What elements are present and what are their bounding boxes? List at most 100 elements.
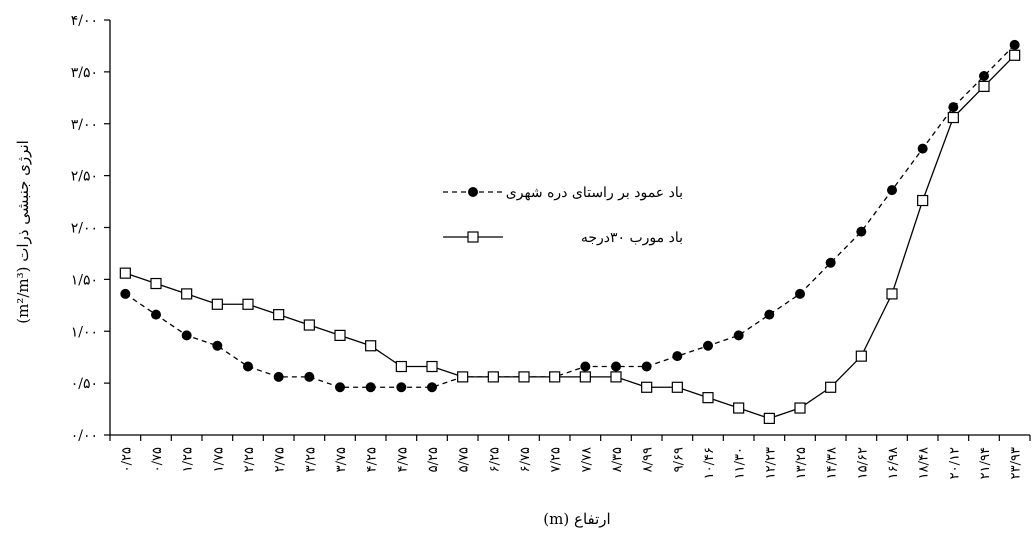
series-2-point (273, 309, 285, 321)
series-2-point (641, 381, 653, 393)
y-axis-label: انرژی جنبشی ذرات (m²/m³) (14, 140, 32, 324)
series-2-point (365, 340, 377, 352)
x-tick-label: ۱۸/۴۸ (917, 447, 932, 479)
series-1-point (672, 351, 683, 362)
x-tick-label: ۸/۹۹ (641, 447, 656, 472)
series-2-point (487, 371, 499, 383)
series-1-point (856, 226, 867, 237)
series-1-point (917, 143, 928, 154)
y-tick-label: ۴/۰۰ (71, 13, 98, 29)
series-2-point (457, 371, 469, 383)
series-2-point (334, 329, 346, 341)
series-2-point (1009, 49, 1021, 61)
series-1-point (273, 371, 284, 382)
x-tick-label: ۴/۲۵ (365, 447, 380, 472)
y-tick-label: ۲/۰۰ (71, 221, 98, 237)
series-1-point (948, 102, 959, 113)
series-2-point (947, 111, 959, 124)
legend-marker-2 (467, 231, 479, 243)
series-2-point (303, 319, 315, 331)
series-1-point (396, 382, 407, 393)
series-2-point (549, 371, 561, 383)
y-tick-label: ۰/۵۰ (71, 376, 98, 392)
y-axis: ۰/۰۰ ۰/۵۰ ۱/۰۰ ۱/۵۰ ۲/۰۰ ۲/۵۰ ۳/۰۰ ۳/۵۰ ۴/۰۰ (71, 13, 111, 444)
series-2-point (702, 392, 714, 404)
series-2-point (211, 298, 223, 310)
x-tick-label: ۱۴/۳۸ (825, 447, 840, 479)
series-2-point (917, 194, 929, 207)
x-tick-label: ۳/۷۵ (334, 447, 349, 472)
x-tick-label: ۱۱/۳۰ (733, 447, 748, 479)
series-1-point (243, 361, 253, 372)
x-tick-label: ۱۶/۹۸ (886, 447, 901, 479)
x-tick-label: ۰/۲۵ (119, 447, 134, 472)
series-1-point (580, 361, 591, 372)
series-1-point (979, 71, 989, 82)
series-2-point (671, 381, 683, 393)
x-tick-label: ۷/۲۵ (549, 447, 564, 472)
series-2-line (125, 54, 1016, 420)
series-2-point (579, 371, 591, 383)
legend: باد عمود بر راستای دره شهری باد مورب ۳۰در… (443, 185, 683, 246)
x-tick-label: ۱۳/۲۵ (794, 447, 809, 479)
plot-series (119, 39, 1021, 424)
series-1-point (427, 382, 437, 393)
legend-marker-1 (468, 187, 478, 197)
series-1-point (335, 382, 345, 393)
series-2-point (733, 402, 745, 414)
series-2-point (763, 412, 775, 424)
series-1-point (887, 185, 897, 196)
series-1-point (764, 309, 775, 320)
legend-label-1: باد عمود بر راستای دره شهری (506, 185, 683, 201)
series-1-point (641, 361, 652, 372)
x-tick-label: ۲/۲۵ (242, 447, 257, 472)
series-1-point (151, 309, 161, 320)
series-1-point (212, 340, 223, 351)
series-1-point (611, 361, 621, 372)
x-tick-label: ۴/۷۵ (395, 447, 410, 472)
series-2-point (855, 350, 867, 362)
series-2-point (119, 267, 131, 279)
series-1-line (124, 44, 1016, 388)
x-tick-label: ۱۵/۶۲ (855, 447, 870, 479)
series-2-point (242, 298, 254, 310)
series-1-point (181, 330, 192, 341)
x-tick-label: ۲۱/۹۴ (978, 447, 993, 479)
x-tick-label: ۹/۶۹ (671, 447, 686, 472)
series-2-point (181, 288, 193, 300)
y-tick-label: ۱/۰۰ (71, 324, 98, 340)
series-2-point (518, 371, 530, 383)
x-tick-label: ۱/۲۵ (181, 447, 196, 472)
x-tick-label: ۵/۷۵ (457, 447, 472, 472)
series-1-point (365, 382, 376, 393)
series-1-point (703, 340, 713, 351)
x-tick-label: ۱۲/۲۳ (763, 447, 778, 479)
series-2-point (978, 80, 990, 93)
legend-label-2: باد مورب ۳۰درجه (581, 230, 683, 246)
y-tick-label: ۲/۵۰ (71, 169, 98, 185)
series-1-point (304, 371, 315, 382)
x-axis-label: ارتفاع (m) (543, 510, 610, 528)
x-tick-label: ۲/۷۵ (273, 447, 288, 472)
series-1-point (733, 330, 744, 341)
x-tick-label: ۱/۷۵ (211, 447, 226, 472)
series-2-point (794, 402, 806, 414)
x-axis: ۰/۲۵ ۰/۷۵ ۱/۲۵ ۱/۷۵ ۲/۲۵ ۲/۷۵ ۳/۲۵ ۳/۷۵ ۴/۲۵ ۴/۷۵… (109, 434, 1031, 479)
y-tick-label: ۱/۵۰ (71, 272, 98, 288)
x-tick-label: ۶/۷۵ (518, 447, 533, 472)
y-tick-label: ۳/۰۰ (71, 117, 98, 133)
series-2-point (426, 360, 438, 373)
x-tick-label: ۲۰/۱۲ (947, 447, 962, 479)
y-tick-label: ۳/۵۰ (71, 65, 98, 81)
series-2-point (886, 288, 898, 300)
x-tick-label: ۶/۲۵ (487, 447, 502, 472)
x-tick-label: ۱۰/۴۶ (702, 447, 717, 479)
series-2-point (825, 381, 837, 393)
x-tick-label: ۳/۲۵ (303, 447, 318, 472)
series-2-point (150, 277, 162, 290)
x-tick-label: ۸/۳۵ (610, 447, 625, 472)
series-2-point (610, 371, 622, 383)
series-2-point (395, 360, 407, 373)
x-tick-label: ۷/۷۸ (579, 447, 594, 472)
